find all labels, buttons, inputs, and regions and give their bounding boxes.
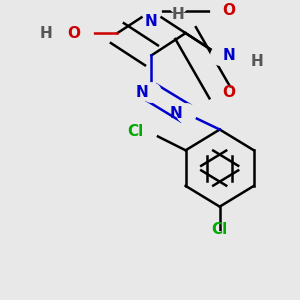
Text: H: H: [251, 54, 264, 69]
Text: H: H: [39, 26, 52, 40]
Text: N: N: [169, 106, 182, 121]
Text: Cl: Cl: [127, 124, 143, 139]
Text: O: O: [67, 26, 80, 40]
Text: N: N: [223, 48, 236, 63]
Text: N: N: [145, 14, 158, 29]
Text: H: H: [172, 7, 184, 22]
Text: O: O: [223, 3, 236, 18]
Text: Cl: Cl: [212, 222, 228, 237]
Text: O: O: [223, 85, 236, 100]
Text: N: N: [135, 85, 148, 100]
